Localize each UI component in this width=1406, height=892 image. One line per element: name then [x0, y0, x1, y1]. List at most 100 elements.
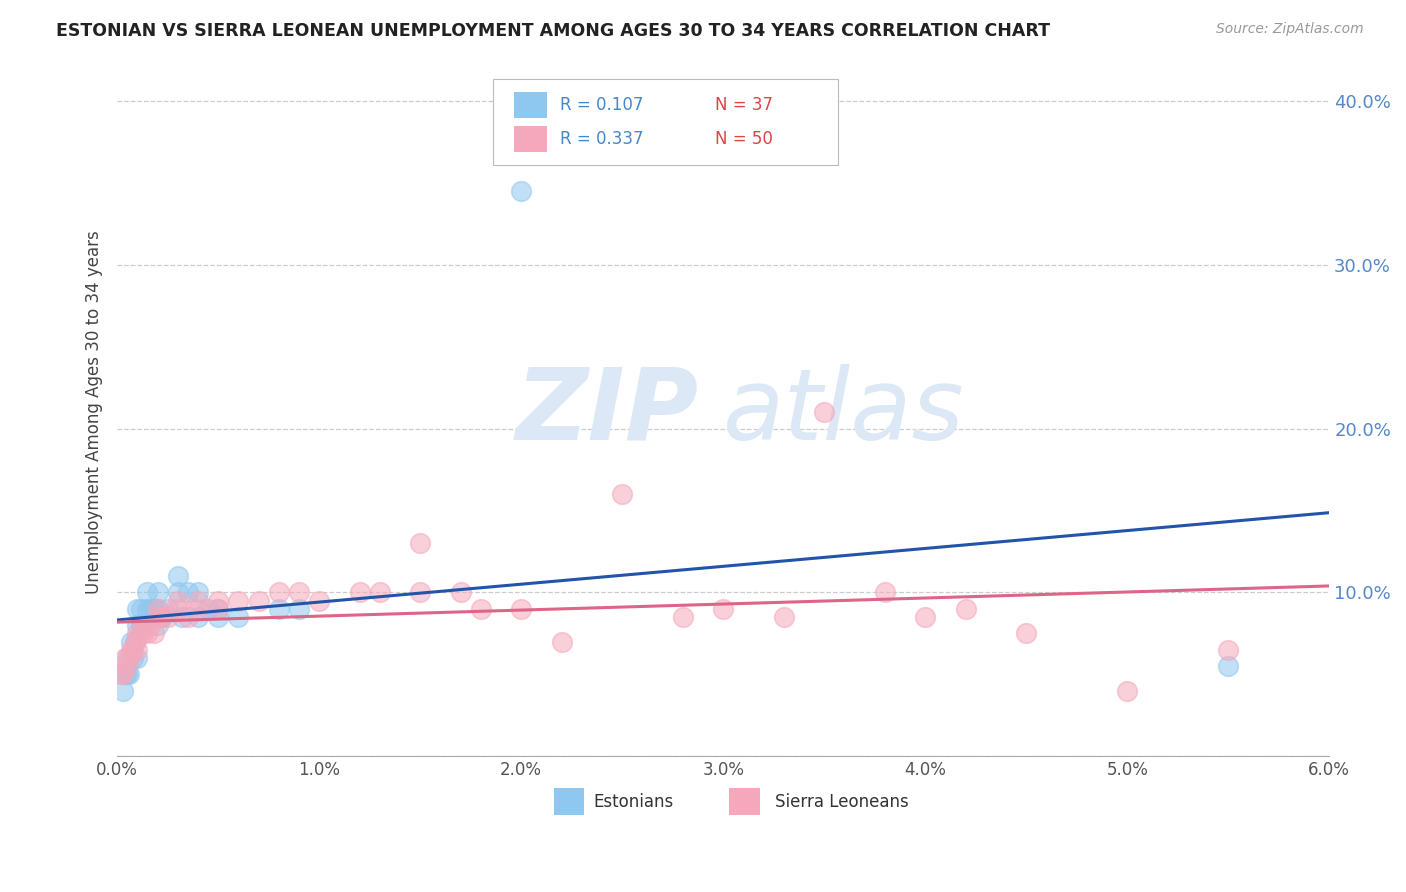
Point — [207, 610, 229, 624]
Point — [711, 602, 734, 616]
Point — [550, 634, 572, 648]
Point — [118, 651, 141, 665]
Point — [150, 610, 173, 624]
Point — [127, 602, 149, 616]
Point — [409, 585, 432, 599]
Point — [166, 585, 188, 599]
Point — [117, 659, 139, 673]
Point — [772, 610, 794, 624]
Point — [112, 683, 135, 698]
Point — [166, 569, 188, 583]
Point — [146, 602, 169, 616]
Point — [187, 602, 209, 616]
Text: ZIP: ZIP — [516, 364, 699, 461]
Point — [120, 642, 142, 657]
FancyBboxPatch shape — [730, 789, 759, 814]
Point — [131, 618, 153, 632]
Point — [450, 585, 472, 599]
Point — [138, 602, 160, 616]
Text: N = 37: N = 37 — [714, 96, 773, 114]
Point — [114, 667, 136, 681]
Point — [127, 651, 149, 665]
Point — [124, 634, 146, 648]
Point — [138, 618, 160, 632]
Point — [117, 651, 139, 665]
Point — [156, 602, 179, 616]
Point — [124, 634, 146, 648]
Point — [470, 602, 492, 616]
Text: Source: ZipAtlas.com: Source: ZipAtlas.com — [1216, 22, 1364, 37]
FancyBboxPatch shape — [513, 92, 547, 118]
Point — [120, 634, 142, 648]
Point — [136, 602, 159, 616]
Point — [672, 610, 695, 624]
Point — [177, 585, 200, 599]
Point — [146, 610, 169, 624]
Text: R = 0.337: R = 0.337 — [560, 130, 643, 148]
Point — [132, 626, 155, 640]
Point — [510, 602, 533, 616]
Point — [197, 602, 219, 616]
Point — [131, 602, 153, 616]
Text: R = 0.107: R = 0.107 — [560, 96, 643, 114]
Point — [308, 593, 330, 607]
Point — [132, 618, 155, 632]
Point — [228, 610, 250, 624]
Point — [409, 536, 432, 550]
Point — [127, 626, 149, 640]
Point — [146, 585, 169, 599]
Point — [873, 585, 896, 599]
Point — [1218, 642, 1240, 657]
FancyBboxPatch shape — [494, 78, 838, 165]
Point — [127, 642, 149, 657]
Text: atlas: atlas — [723, 364, 965, 461]
Point — [207, 602, 229, 616]
Point — [131, 626, 153, 640]
Y-axis label: Unemployment Among Ages 30 to 34 years: Unemployment Among Ages 30 to 34 years — [86, 230, 103, 594]
Point — [136, 585, 159, 599]
Point — [510, 184, 533, 198]
Point — [136, 626, 159, 640]
Point — [146, 602, 169, 616]
Point — [122, 651, 145, 665]
Point — [207, 593, 229, 607]
Point — [114, 651, 136, 665]
Point — [813, 405, 835, 419]
Point — [1015, 626, 1038, 640]
Point — [247, 593, 270, 607]
Point — [267, 602, 290, 616]
Point — [368, 585, 391, 599]
Point — [110, 667, 132, 681]
Point — [166, 593, 188, 607]
Point — [146, 618, 169, 632]
Point — [122, 642, 145, 657]
Point — [117, 667, 139, 681]
Point — [166, 602, 188, 616]
Point — [955, 602, 977, 616]
Point — [112, 667, 135, 681]
Point — [127, 618, 149, 632]
Point — [914, 610, 936, 624]
Point — [228, 593, 250, 607]
Point — [349, 585, 371, 599]
Point — [187, 593, 209, 607]
Text: N = 50: N = 50 — [714, 130, 773, 148]
Point — [187, 610, 209, 624]
Point — [612, 487, 634, 501]
Point — [118, 667, 141, 681]
Text: Estonians: Estonians — [593, 793, 673, 811]
Point — [1116, 683, 1139, 698]
Point — [1218, 659, 1240, 673]
Point — [142, 602, 165, 616]
Point — [170, 610, 193, 624]
Text: ESTONIAN VS SIERRA LEONEAN UNEMPLOYMENT AMONG AGES 30 TO 34 YEARS CORRELATION CH: ESTONIAN VS SIERRA LEONEAN UNEMPLOYMENT … — [56, 22, 1050, 40]
Point — [267, 585, 290, 599]
Point — [156, 610, 179, 624]
Point — [288, 602, 311, 616]
Point — [288, 585, 311, 599]
Point — [142, 626, 165, 640]
Point — [187, 585, 209, 599]
Point — [207, 602, 229, 616]
Text: Sierra Leoneans: Sierra Leoneans — [775, 793, 910, 811]
FancyBboxPatch shape — [554, 789, 583, 814]
